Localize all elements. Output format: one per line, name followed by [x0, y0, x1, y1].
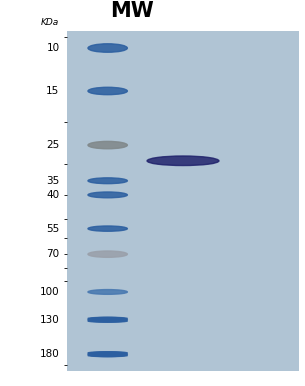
Text: 180: 180 [40, 349, 59, 359]
Ellipse shape [88, 141, 127, 149]
Text: 55: 55 [46, 223, 59, 234]
Ellipse shape [147, 156, 219, 166]
Text: MW: MW [110, 1, 154, 21]
Ellipse shape [88, 317, 127, 320]
Ellipse shape [88, 317, 127, 322]
Text: KDa: KDa [41, 18, 59, 27]
Text: 15: 15 [46, 86, 59, 96]
Ellipse shape [88, 290, 127, 295]
Ellipse shape [88, 87, 127, 95]
Ellipse shape [88, 354, 127, 357]
Ellipse shape [88, 352, 127, 357]
Text: 70: 70 [46, 249, 59, 259]
Ellipse shape [88, 320, 127, 322]
Ellipse shape [88, 352, 127, 354]
Text: 35: 35 [46, 176, 59, 186]
Ellipse shape [88, 251, 127, 257]
Text: 130: 130 [40, 315, 59, 325]
Text: 25: 25 [46, 140, 59, 150]
Ellipse shape [88, 178, 127, 184]
Text: 10: 10 [46, 43, 59, 53]
Ellipse shape [88, 192, 127, 198]
Text: 40: 40 [46, 190, 59, 200]
Ellipse shape [88, 44, 127, 52]
Text: 100: 100 [40, 287, 59, 297]
Ellipse shape [88, 226, 127, 231]
